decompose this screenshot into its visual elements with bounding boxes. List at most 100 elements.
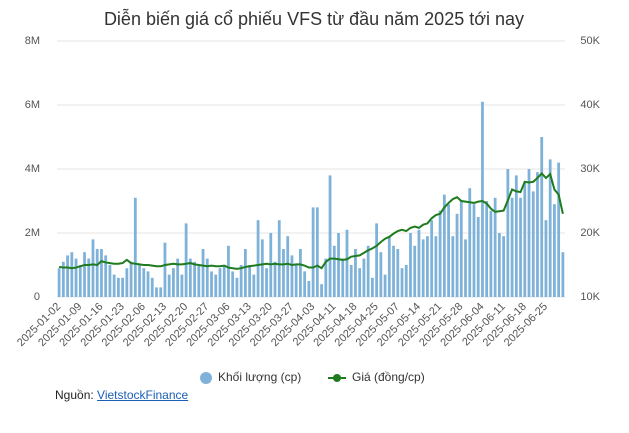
- bar: [265, 268, 268, 297]
- bar: [413, 245, 417, 297]
- bar: [260, 239, 264, 297]
- bar: [493, 197, 497, 297]
- bar: [197, 265, 201, 297]
- bar: [400, 268, 404, 297]
- bar: [531, 191, 535, 297]
- bar: [286, 236, 290, 297]
- bar: [540, 137, 544, 297]
- y-tick-label: 4M: [25, 163, 40, 175]
- bar: [155, 287, 158, 297]
- bar: [341, 258, 345, 297]
- bar: [476, 217, 480, 297]
- bar: [222, 265, 226, 297]
- bar: [188, 258, 192, 297]
- chart: Diễn biến giá cổ phiếu VFS từ đầu năm 20…: [15, 8, 601, 384]
- bar: [536, 172, 539, 297]
- bar: [548, 159, 552, 297]
- bar: [379, 252, 383, 297]
- bar: [510, 197, 514, 297]
- bar: [451, 236, 455, 297]
- bar: [358, 268, 362, 297]
- bar: [434, 236, 438, 297]
- bar: [61, 261, 65, 297]
- bar: [66, 255, 69, 297]
- bar: [299, 249, 302, 297]
- bar: [129, 261, 133, 297]
- bar: [502, 236, 506, 297]
- legend-marker: [200, 372, 212, 384]
- bar: [328, 175, 332, 297]
- bar: [417, 229, 421, 297]
- chart-title: Diễn biến giá cổ phiếu VFS từ đầu năm 20…: [104, 8, 524, 29]
- y2-tick-label: 10K: [580, 291, 600, 303]
- bar: [438, 210, 442, 297]
- bar: [133, 197, 137, 297]
- bar: [184, 223, 188, 297]
- y-tick-label: 8M: [25, 35, 40, 47]
- bar: [78, 265, 82, 297]
- bar: [514, 175, 518, 297]
- bar: [167, 274, 171, 297]
- bar: [472, 204, 476, 297]
- bar: [231, 271, 235, 297]
- bar: [108, 265, 112, 297]
- source-label: Nguồn:: [55, 388, 94, 402]
- bar: [497, 233, 501, 297]
- bar: [180, 274, 184, 297]
- bar: [396, 249, 400, 297]
- bar: [87, 258, 91, 297]
- bar: [193, 261, 196, 297]
- bar: [125, 268, 129, 297]
- bar: [104, 255, 108, 297]
- legend-marker: [333, 374, 341, 382]
- bar: [218, 268, 222, 297]
- bar: [337, 233, 340, 297]
- bar: [57, 268, 61, 297]
- y2-tick-label: 30K: [580, 163, 600, 175]
- bar: [307, 281, 311, 297]
- bar: [489, 210, 493, 297]
- bar: [91, 239, 95, 297]
- bar: [311, 207, 315, 297]
- bar: [519, 197, 522, 297]
- bar: [447, 204, 450, 297]
- bar: [354, 249, 357, 297]
- bar: [362, 258, 366, 297]
- bar: [527, 169, 531, 297]
- bar: [116, 277, 120, 297]
- bar: [248, 265, 252, 297]
- bar: [70, 252, 74, 297]
- bar: [142, 268, 146, 297]
- bar: [150, 277, 154, 297]
- bar: [366, 245, 370, 297]
- bar: [409, 233, 412, 297]
- bar: [277, 220, 281, 297]
- bar: [138, 265, 141, 297]
- bar: [243, 249, 247, 297]
- price-line: [58, 172, 564, 270]
- bar: [294, 265, 298, 297]
- bar: [273, 261, 277, 297]
- bar: [320, 284, 323, 297]
- bar: [100, 249, 103, 297]
- bar: [290, 255, 294, 297]
- bar: [345, 229, 349, 297]
- y-tick-label: 2M: [25, 227, 40, 239]
- source-link[interactable]: VietstockFinance: [97, 388, 189, 402]
- legend-label: Khối lượng (cp): [218, 370, 301, 384]
- bar: [375, 223, 379, 297]
- bar: [146, 271, 150, 297]
- y-tick-label: 6M: [25, 99, 40, 111]
- bar: [210, 271, 213, 297]
- bar: [430, 220, 434, 297]
- bar: [159, 287, 163, 297]
- bar: [387, 236, 391, 297]
- bar: [303, 271, 307, 297]
- bar: [544, 220, 548, 297]
- bar: [95, 249, 99, 297]
- bar: [459, 201, 463, 297]
- bar: [349, 265, 353, 297]
- source: Nguồn: VietstockFinance: [55, 388, 188, 402]
- bar: [227, 245, 230, 297]
